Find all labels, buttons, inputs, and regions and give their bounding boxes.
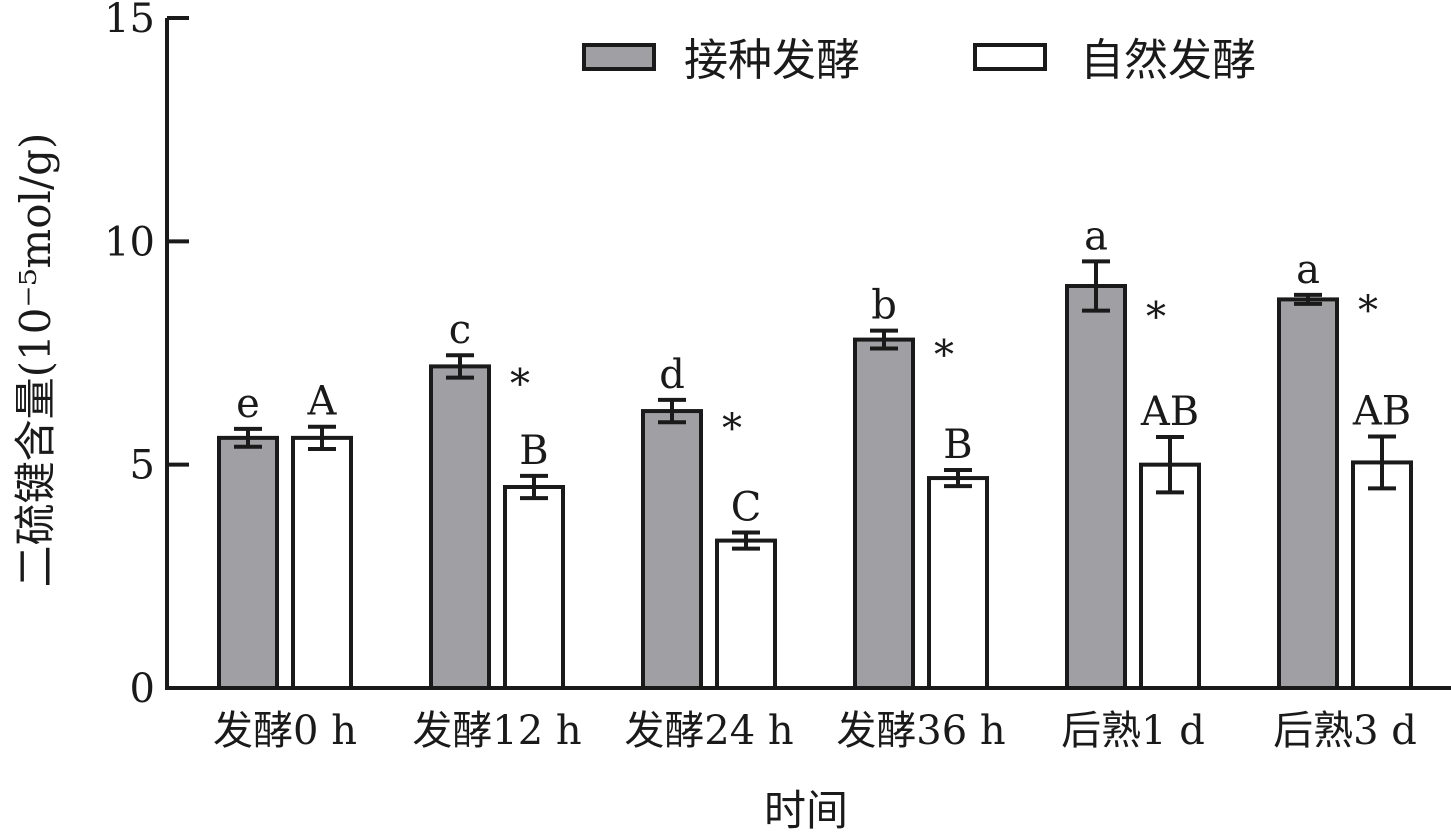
bar-natural (291, 435, 353, 690)
y-tick-label: 5 (130, 443, 155, 489)
letter-label-natural: AB (1140, 389, 1199, 435)
bar-inoculated (641, 409, 703, 690)
letter-label-inoculated: c (449, 307, 471, 353)
bar-natural (1139, 462, 1201, 690)
significance-star: * (934, 333, 954, 379)
legend-label-natural: 自然发酵 (1080, 35, 1256, 86)
legend-swatch-inoculated (582, 43, 656, 71)
significance-star: * (1146, 295, 1166, 341)
letter-label-inoculated: a (1296, 247, 1320, 293)
bar-inoculated (1065, 284, 1127, 690)
y-tick-label: 10 (104, 219, 155, 265)
letter-label-inoculated: a (1084, 213, 1108, 259)
letter-label-natural: AB (1352, 389, 1411, 435)
letter-label-natural: C (731, 485, 762, 531)
bar-natural (715, 538, 777, 690)
bar-inoculated (429, 364, 491, 690)
x-tick-label: 发酵24 h (624, 708, 793, 754)
bar-natural (1351, 460, 1413, 690)
bar-inoculated (217, 435, 279, 690)
x-tick-label: 后熟1 d (1061, 708, 1205, 754)
bar-natural (927, 476, 989, 691)
y-tick-label: 0 (130, 666, 155, 712)
letter-label-natural: B (519, 428, 548, 474)
legend: 接种发酵 自然发酵 (582, 35, 1256, 86)
axes: 0 5 10 15 发酵0 h 发酵12 h 发酵24 h 发酵36 h 后熟1 d 后熟3 d (104, 0, 1451, 754)
significance-star: * (722, 406, 742, 452)
bar-natural (503, 485, 565, 690)
x-tick-label: 发酵36 h (836, 708, 1005, 754)
letter-label-inoculated: d (659, 352, 685, 398)
x-axis-title: 时间 (764, 786, 848, 835)
legend-label-inoculated: 接种发酵 (684, 35, 860, 86)
letter-label-inoculated: b (871, 283, 897, 329)
significance-star: * (510, 362, 530, 408)
x-tick-label: 后熟3 d (1273, 708, 1417, 754)
x-tick-label: 发酵12 h (412, 708, 581, 754)
y-tick-label: 15 (104, 0, 155, 42)
bar-inoculated (853, 337, 915, 690)
annotations: e Ac B * d C * b B * a AB * a AB * (236, 213, 1411, 530)
significance-star: * (1358, 288, 1378, 334)
y-axis-title: 二硫键含量(10⁻⁵mol/g) (11, 133, 60, 588)
bars (217, 259, 1413, 691)
letter-label-inoculated: e (236, 381, 260, 427)
legend-swatch-natural (973, 43, 1047, 71)
letter-label-natural: A (307, 379, 338, 425)
letter-label-natural: B (943, 422, 972, 468)
x-tick-label: 发酵0 h (213, 708, 357, 754)
bar-inoculated (1277, 297, 1339, 690)
